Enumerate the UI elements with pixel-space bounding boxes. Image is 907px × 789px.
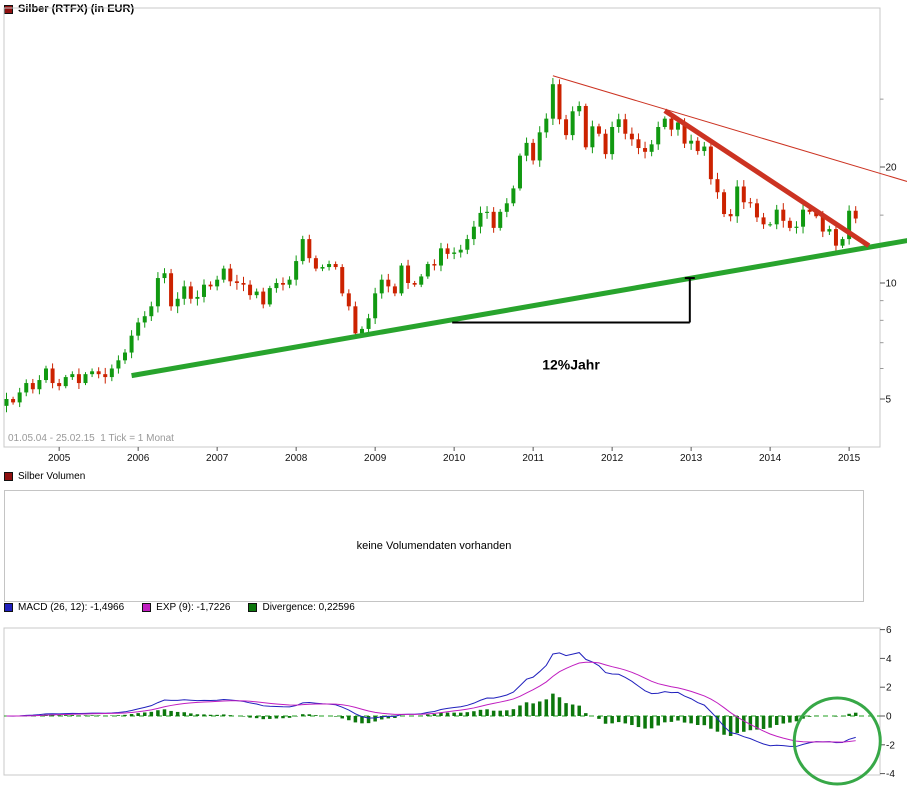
macd-y-axis-label: 2 [886,683,892,694]
price-x-axis-label: 2007 [206,453,229,464]
volume-title: Silber Volumen [18,471,86,482]
macd-y-axis-label: 4 [886,654,892,665]
macd-y-axis-label: 0 [886,712,892,723]
price-y-axis-label: 20 [886,163,898,174]
macd-y-axis-label: -4 [886,769,895,780]
macd-plot-border [3,627,881,776]
volume-empty-box: keine Volumendaten vorhanden [4,490,864,602]
divergence-bars [24,693,858,736]
volume-icon [4,472,13,481]
price-x-axis-label: 2009 [364,453,387,464]
page-title: Silber (RTFX) (in EUR) [18,3,135,15]
candlesticks [4,78,858,413]
price-x-axis-label: 2015 [838,453,861,464]
price-x-axis-label: 2005 [48,453,71,464]
exp-legend-item: EXP (9): -1,7226 [142,602,230,613]
price-y-axis-label: 5 [886,395,892,406]
divergence-swatch-icon [248,603,258,612]
macd-swatch-icon [4,603,13,612]
price-plot-border [3,7,881,448]
price-x-axis-label: 2010 [443,453,466,464]
macd-legend: MACD (26, 12): -1,4966 EXP (9): -1,7226 … [4,602,355,613]
period-note: 01.05.04 - 25.02.15 1 Tick = 1 Monat [8,433,174,444]
volume-title-row: Silber Volumen [4,471,85,482]
volume-empty-message: keine Volumendaten vorhanden [356,540,512,552]
price-y-axis-label: 10 [886,279,898,290]
macd-line [6,652,856,747]
divergence-legend-label: Divergence: 0,22596 [262,602,355,613]
highlight-circle [792,696,882,786]
macd-chart: 6 4 2 0 -2 -4 [3,625,895,786]
price-x-axis-label: 2006 [127,453,150,464]
price-x-axis-label: 2011 [522,453,544,464]
downtrend-extended-line [552,75,907,182]
divergence-legend-item: Divergence: 0,22596 [248,602,355,613]
exp-legend-label: EXP (9): -1,7226 [156,602,231,613]
exp-swatch-icon [142,603,152,612]
uptrend-support-line [131,238,907,379]
main-title-row: Silber (RTFX) (in EUR) [4,3,134,15]
macd-legend-label: MACD (26, 12): -1,4966 [18,602,125,613]
price-x-axis-label: 2014 [759,453,782,464]
slope-label: 12%Jahr [542,356,600,372]
macd-y-axis-label: -2 [886,740,895,751]
price-x-axis-label: 2013 [680,453,703,464]
downtrend-main-line [663,108,871,248]
macd-legend-item: MACD (26, 12): -1,4966 [4,602,124,613]
price-x-axis-label: 2012 [601,453,624,464]
exp-line [6,661,856,743]
macd-y-axis-label: 6 [886,625,892,636]
price-x-axis-label: 2008 [285,453,308,464]
